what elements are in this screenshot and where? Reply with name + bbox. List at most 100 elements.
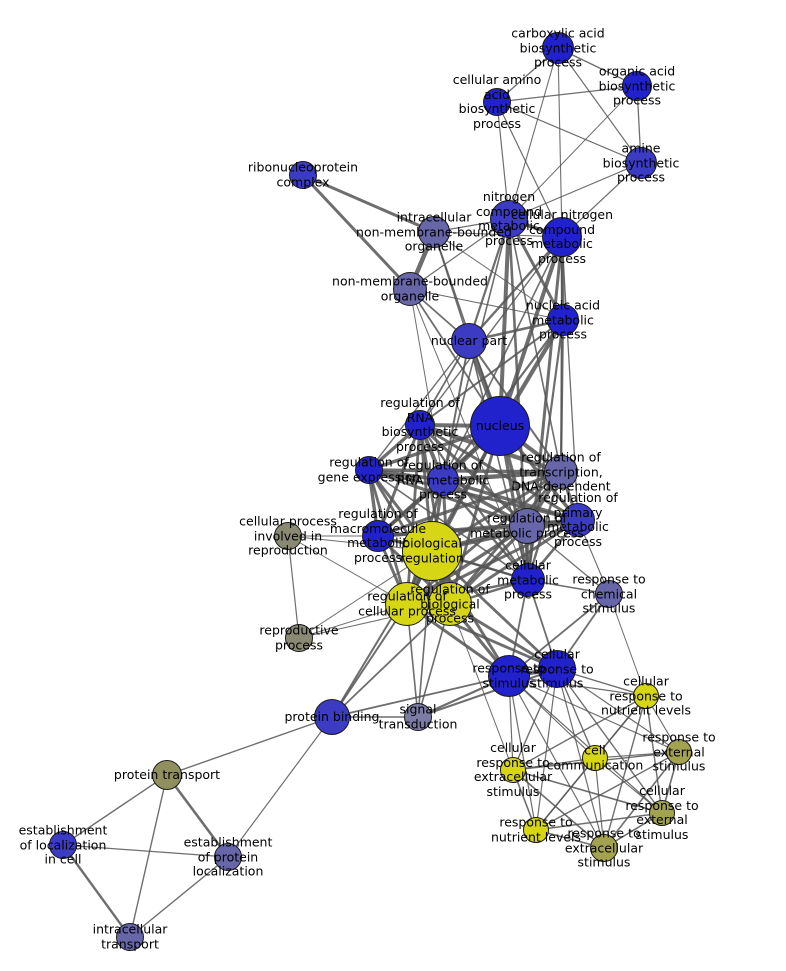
graph-node-non-membrane-bounded-organelle[interactable]: [393, 272, 427, 306]
graph-edge: [409, 288, 564, 321]
graph-edge: [409, 218, 510, 290]
graph-edge: [512, 695, 647, 771]
graph-edge: [368, 468, 579, 522]
graph-node-intracellular-transport[interactable]: [116, 923, 144, 951]
graph-edge: [165, 774, 230, 858]
graph-edge: [496, 85, 638, 103]
graph-node-regulation-of-metabolic-process[interactable]: [509, 508, 545, 544]
graph-node-establishment-of-localization-in-cell[interactable]: [49, 831, 77, 859]
graph-edge: [419, 236, 563, 426]
graph-node-signal-transduction[interactable]: [404, 703, 432, 731]
graph-edge: [467, 218, 511, 342]
graph-edge: [331, 603, 408, 718]
graph-edge: [508, 675, 647, 697]
graph-edge: [496, 101, 563, 238]
graph-edge: [535, 751, 680, 831]
graph-edge: [368, 468, 528, 528]
graph-edge: [418, 423, 529, 528]
graph-node-response-to-stimulus[interactable]: [488, 655, 530, 697]
graph-edge: [496, 101, 642, 164]
graph-edge: [535, 668, 558, 831]
graph-node-cellular-response-to-external-stimulus[interactable]: [649, 800, 675, 826]
graph-node-nitrogen-compound-metabolic-process[interactable]: [490, 200, 528, 238]
graph-edge: [417, 668, 558, 718]
graph-node-establishment-of-protein-localization[interactable]: [214, 843, 242, 871]
graph-edge: [368, 340, 470, 471]
graph-node-regulation-of-rna-biosynthetic-process[interactable]: [405, 410, 435, 440]
graph-node-cell-communication[interactable]: [582, 745, 608, 771]
graph-edge: [608, 593, 647, 697]
graph-node-amine-biosynthetic-process[interactable]: [625, 147, 657, 179]
graph-edge: [508, 675, 605, 849]
graph-edge: [498, 218, 511, 427]
graph-node-response-to-nutrient-levels[interactable]: [523, 817, 549, 843]
graph-edge: [559, 319, 565, 473]
graph-edge: [512, 769, 605, 849]
graph-node-response-to-chemical-stimulus[interactable]: [595, 580, 623, 608]
graph-edge: [535, 757, 596, 831]
graph-node-regulation-of-macromolecule-metabolic-process[interactable]: [362, 520, 394, 552]
graph-edge: [603, 751, 680, 849]
graph-edge: [301, 173, 412, 291]
graph-edge: [508, 218, 562, 473]
graph-node-biological-regulation[interactable]: [402, 521, 462, 581]
graph-edge: [468, 236, 563, 342]
graph-edge: [512, 769, 663, 814]
graph-node-regulation-of-rna-metabolic-process[interactable]: [427, 464, 459, 496]
graph-edge: [129, 774, 168, 938]
graph-node-regulation-of-gene-expression[interactable]: [355, 456, 383, 484]
graph-edge: [368, 468, 562, 474]
graph-edge: [556, 668, 605, 849]
graph-edge: [496, 101, 510, 220]
graph-edge: [508, 162, 642, 220]
graph-node-regulation-of-cellular-process[interactable]: [385, 582, 429, 626]
graph-node-cellular-nitrogen-compound-metabolic-process[interactable]: [542, 217, 582, 257]
graph-edge: [535, 812, 663, 831]
graph-node-cellular-amino-acid-biosynthetic-process[interactable]: [483, 88, 511, 116]
graph-edge: [406, 524, 528, 606]
graph-edge: [508, 47, 559, 220]
graph-node-reproductive-process[interactable]: [285, 624, 313, 652]
graph-node-cellular-metabolic-process[interactable]: [511, 563, 545, 597]
graph-edge: [62, 844, 131, 938]
graph-node-protein-transport[interactable]: [152, 760, 182, 790]
graph-edge: [498, 236, 564, 427]
graph-edge: [62, 844, 229, 858]
graph-node-protein-binding[interactable]: [314, 699, 350, 735]
graph-node-organic-acid-biosynthetic-process[interactable]: [622, 71, 652, 101]
graph-edge: [433, 231, 564, 321]
graph-node-cellular-response-to-nutrient-levels[interactable]: [633, 683, 659, 709]
graph-node-cellular-process-involved-in-reproduction[interactable]: [274, 522, 302, 550]
graph-node-cellular-response-to-extracellular-stimulus[interactable]: [500, 757, 526, 783]
graph-node-nucleus[interactable]: [470, 396, 530, 456]
graph-edge: [557, 47, 642, 164]
graph-node-regulation-of-biological-process[interactable]: [428, 582, 472, 626]
graph-edge: [594, 757, 605, 849]
graph-edge: [302, 173, 435, 234]
graph-edge: [287, 535, 300, 639]
graph-node-regulation-of-transcription-dna-dependent[interactable]: [544, 455, 578, 489]
graph-edge: [166, 716, 333, 776]
graph-edge: [227, 716, 333, 858]
graph-edge: [331, 675, 510, 718]
graph-node-regulation-of-primary-metabolic-process[interactable]: [561, 503, 595, 537]
graph-edge: [508, 675, 663, 814]
graph-edge: [594, 757, 663, 814]
graph-node-nuclear-part[interactable]: [451, 323, 487, 359]
graph-edge: [129, 856, 229, 938]
graph-node-intracellular-non-membrane-bounded-organelle[interactable]: [418, 216, 450, 248]
graph-node-ribonucleoprotein-complex[interactable]: [289, 161, 317, 189]
graph-edge: [62, 774, 168, 846]
graph-node-cellular-response-to-stimulus[interactable]: [538, 650, 576, 688]
graph-edge: [331, 603, 451, 718]
graph-node-response-to-extracellular-stimulus[interactable]: [590, 834, 618, 862]
graph-edge: [557, 47, 563, 238]
graph-edge: [405, 424, 422, 605]
graph-node-nucleic-acid-metabolic-process[interactable]: [547, 304, 579, 336]
graph-node-carboxylic-acid-biosynthetic-process[interactable]: [542, 32, 574, 64]
graph-edge: [508, 85, 638, 220]
graph-node-response-to-external-stimulus[interactable]: [666, 739, 692, 765]
graph-edge: [508, 675, 680, 753]
